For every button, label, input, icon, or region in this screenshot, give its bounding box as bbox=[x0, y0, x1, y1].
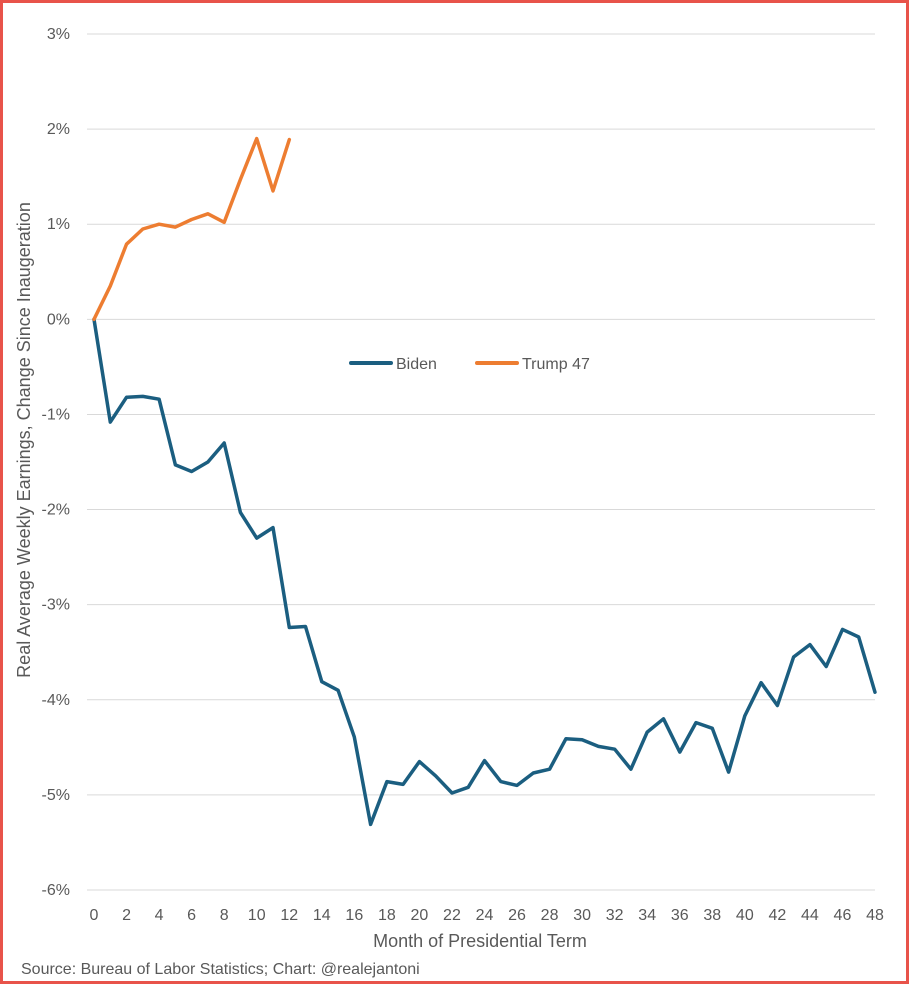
y-axis-title: Real Average Weekly Earnings, Change Sin… bbox=[14, 202, 34, 678]
x-axis-title: Month of Presidential Term bbox=[373, 931, 587, 951]
x-tick-label: 40 bbox=[736, 907, 754, 924]
x-tick-label: 10 bbox=[248, 907, 266, 924]
x-tick-label: 16 bbox=[345, 907, 363, 924]
y-tick-label: 2% bbox=[47, 121, 70, 138]
legend-label: Trump 47 bbox=[522, 356, 590, 373]
x-tick-label: 42 bbox=[768, 907, 786, 924]
y-tick-label: -5% bbox=[42, 787, 70, 804]
source-note: Source: Bureau of Labor Statistics; Char… bbox=[21, 961, 420, 978]
x-tick-label: 22 bbox=[443, 907, 461, 924]
x-tick-label: 30 bbox=[573, 907, 591, 924]
y-tick-label: -1% bbox=[42, 406, 70, 423]
x-tick-label: 20 bbox=[411, 907, 429, 924]
legend-label: Biden bbox=[396, 356, 437, 373]
x-tick-label: 0 bbox=[90, 907, 99, 924]
line-chart: 3%2%1%0%-1%-2%-3%-4%-5%-6% 0 2 4 6 8 10 12 14 16… bbox=[14, 26, 884, 951]
x-tick-label: 12 bbox=[280, 907, 298, 924]
x-tick-label: 36 bbox=[671, 907, 689, 924]
gridlines bbox=[87, 33, 875, 891]
x-tick-label: 44 bbox=[801, 907, 819, 924]
y-tick-label: 3% bbox=[47, 26, 70, 43]
y-tick-label: -2% bbox=[42, 502, 70, 519]
x-tick-label: 18 bbox=[378, 907, 396, 924]
series-line-biden bbox=[92, 317, 877, 827]
y-tick-label: -4% bbox=[42, 692, 70, 709]
x-tick-label: 38 bbox=[703, 907, 721, 924]
x-tick-label: 46 bbox=[834, 907, 852, 924]
x-tick-label: 4 bbox=[155, 907, 164, 924]
x-tick-label: 28 bbox=[541, 907, 559, 924]
x-tick-label: 8 bbox=[220, 907, 229, 924]
x-tick-labels: 0 2 4 6 8 10 12 14 16 18 20 22 24 26 28 30 32 34 36 38 40 42 4… bbox=[90, 907, 884, 924]
x-tick-label: 26 bbox=[508, 907, 526, 924]
x-tick-label: 48 bbox=[866, 907, 884, 924]
legend: Biden Trump 47 bbox=[349, 356, 590, 373]
y-tick-label: -3% bbox=[42, 597, 70, 614]
x-tick-label: 34 bbox=[638, 907, 656, 924]
x-tick-label: 24 bbox=[476, 907, 494, 924]
y-tick-label: 0% bbox=[47, 311, 70, 328]
series-lines bbox=[92, 136, 877, 827]
y-tick-labels: 3% 2% 1% 0% -1% -2% -3% -4% -5% -6% bbox=[42, 26, 70, 899]
y-tick-label: -6% bbox=[42, 882, 70, 899]
x-tick-label: 32 bbox=[606, 907, 624, 924]
series-line-trump-47 bbox=[92, 136, 292, 322]
y-tick-label: 1% bbox=[47, 216, 70, 233]
x-tick-label: 6 bbox=[187, 907, 196, 924]
x-tick-label: 2 bbox=[122, 907, 131, 924]
x-tick-label: 14 bbox=[313, 907, 331, 924]
